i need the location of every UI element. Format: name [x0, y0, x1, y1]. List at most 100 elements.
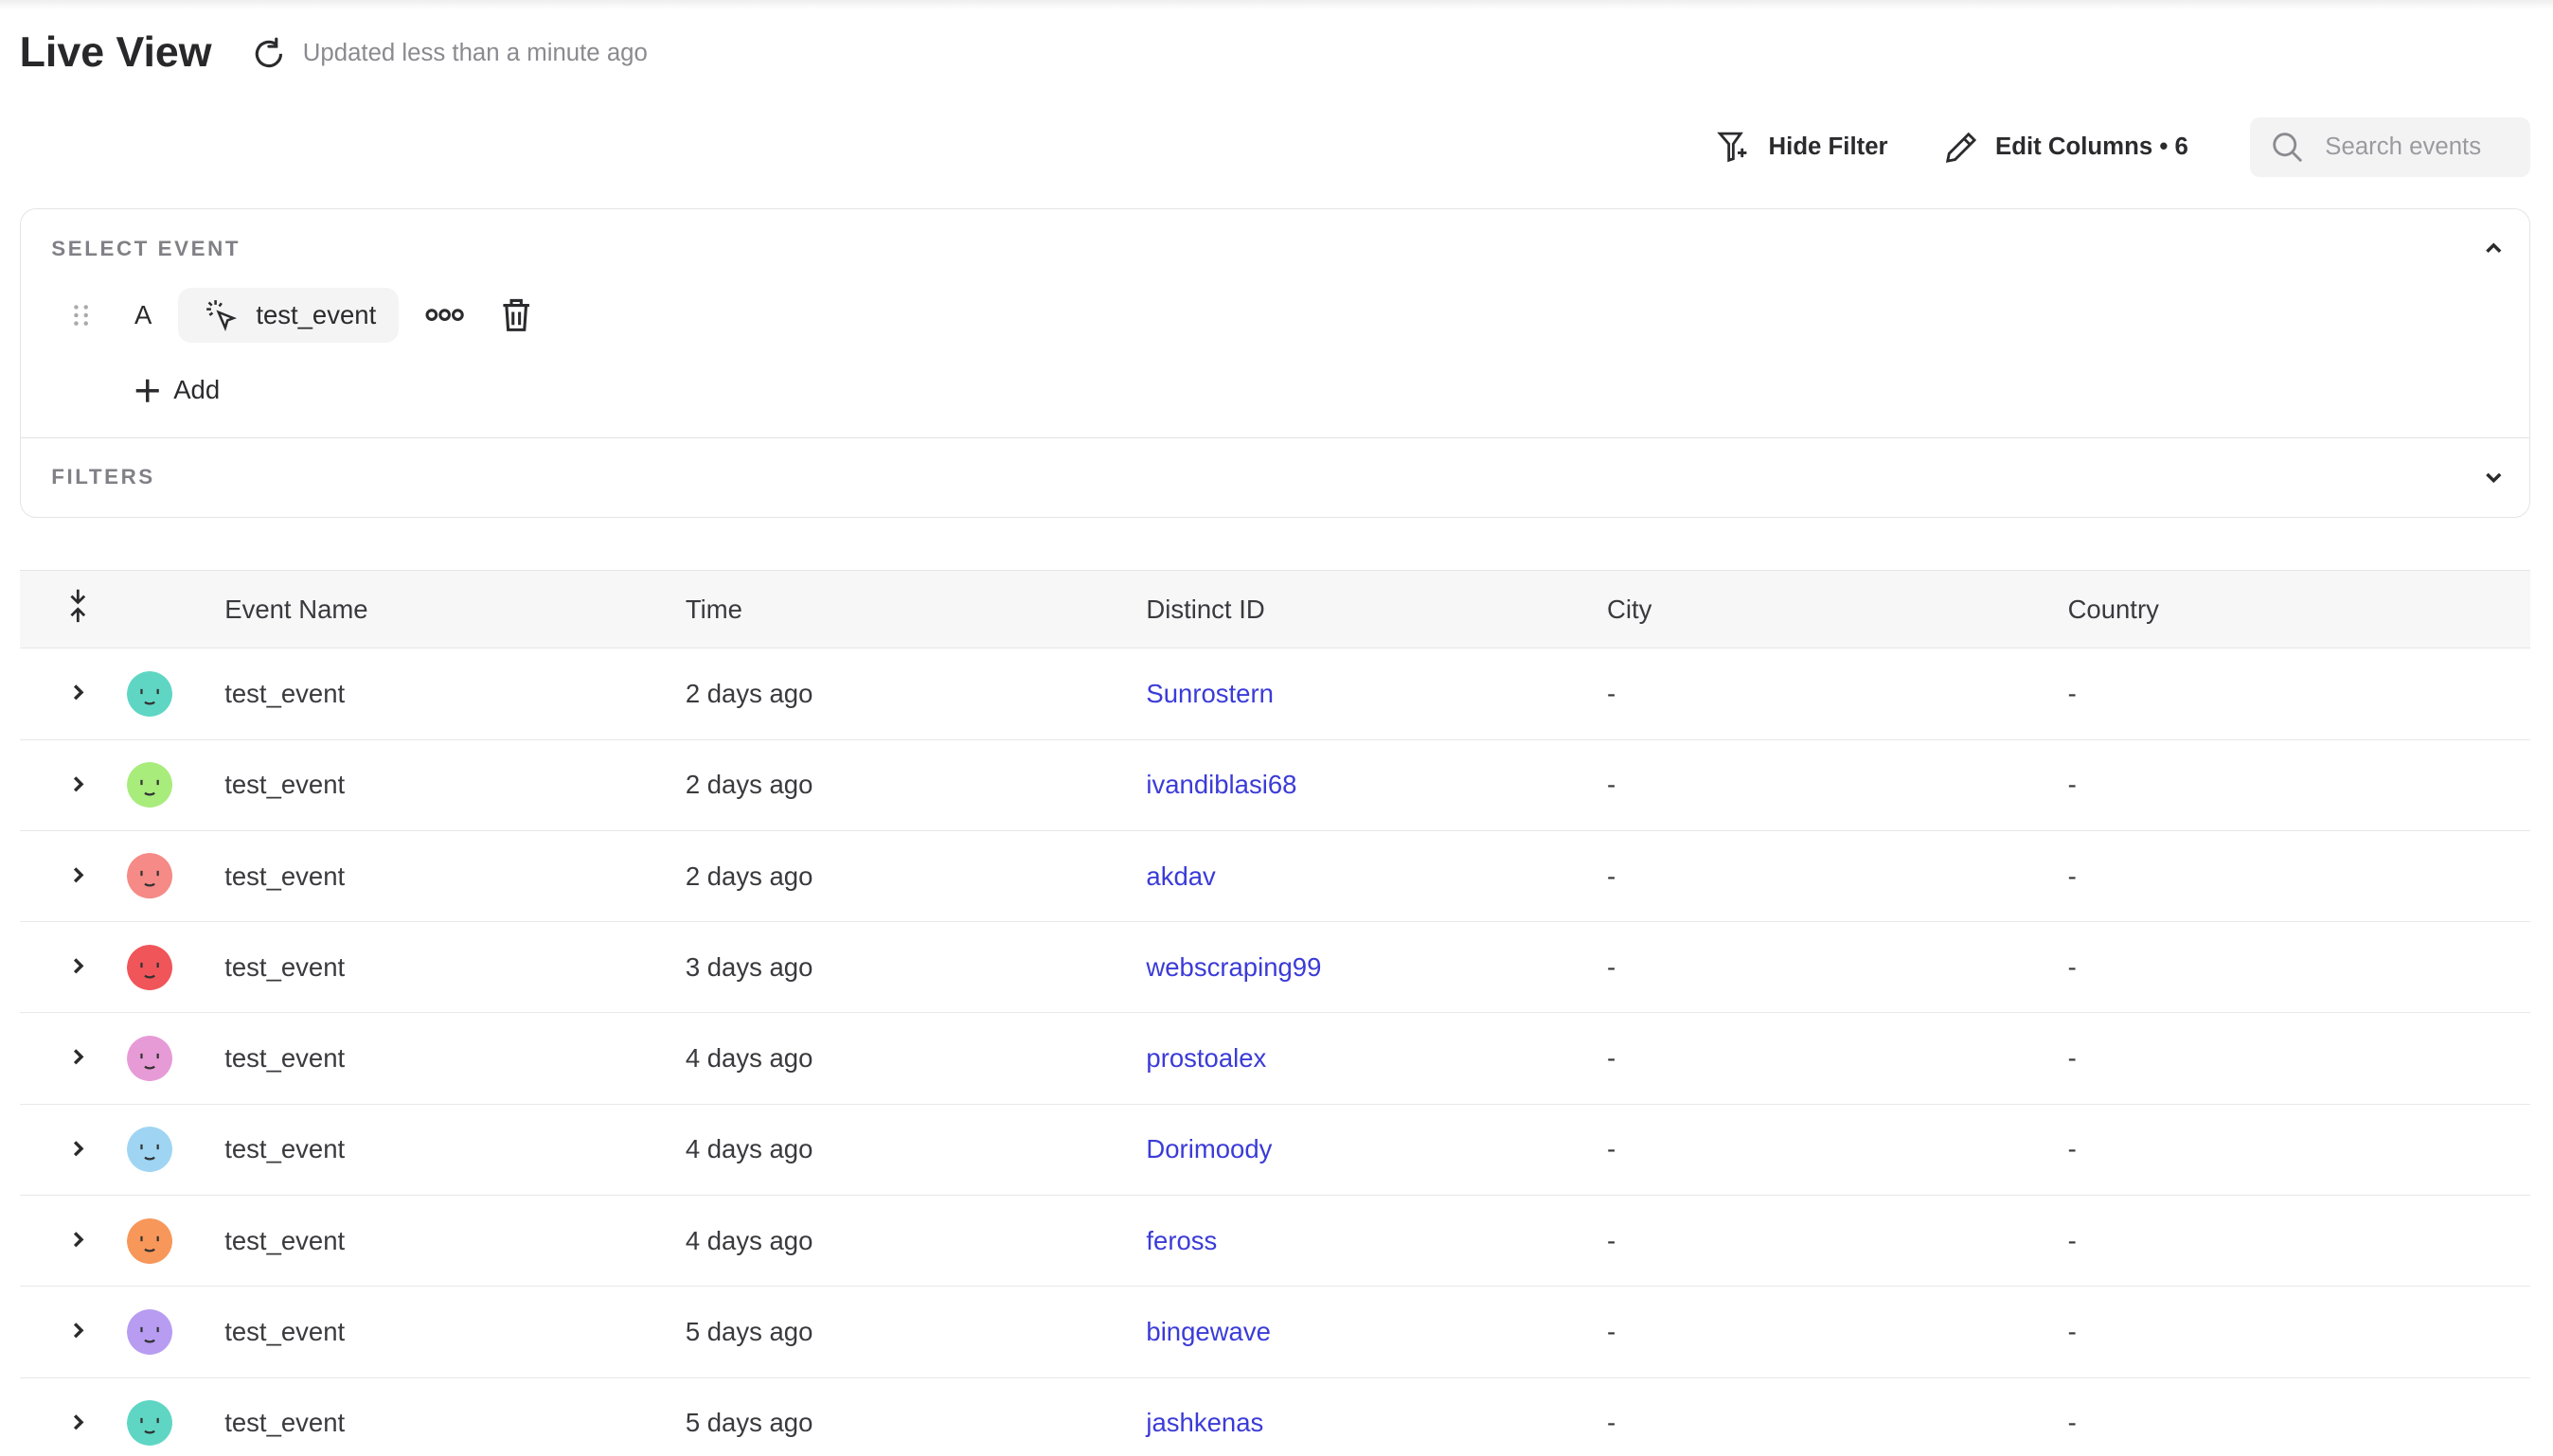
page-title: Live View	[19, 28, 212, 76]
col-event-name[interactable]: Event Name	[224, 594, 368, 624]
city-cell: -	[1606, 1408, 1616, 1438]
chevron-down-icon[interactable]	[2484, 468, 2504, 488]
trash-icon[interactable]	[500, 297, 532, 333]
table-row[interactable]: test_event 5 days ago jashkenas - -	[20, 1377, 2530, 1456]
avatar	[127, 762, 173, 808]
avatar	[127, 1127, 173, 1173]
events-table: Event Name Time Distinct ID City Country…	[19, 570, 2530, 1456]
event-name-cell: test_event	[224, 1408, 346, 1438]
update-status: Updated less than a minute ago	[251, 36, 648, 72]
event-name-cell: test_event	[224, 1316, 346, 1346]
avatar	[127, 670, 173, 717]
updated-text: Updated less than a minute ago	[302, 40, 648, 67]
expand-row-icon[interactable]	[70, 1047, 86, 1067]
avatar	[127, 1400, 173, 1447]
event-name-cell: test_event	[224, 861, 346, 891]
time-cell: 2 days ago	[685, 770, 813, 800]
city-cell: -	[1606, 1134, 1616, 1164]
table-row[interactable]: test_event 2 days ago akdav - -	[19, 830, 2530, 922]
chevron-up-icon[interactable]	[2484, 239, 2504, 258]
distinct-id-link[interactable]: ivandiblasi68	[1146, 770, 1297, 800]
more-options-icon[interactable]	[425, 307, 464, 323]
city-cell: -	[1606, 1043, 1616, 1074]
expand-row-icon[interactable]	[70, 683, 86, 702]
city-cell: -	[1606, 678, 1616, 708]
distinct-id-link[interactable]: jashkenas	[1146, 1408, 1264, 1438]
distinct-id-link[interactable]: feross	[1146, 1225, 1218, 1255]
table-row[interactable]: test_event 4 days ago feross - -	[19, 1195, 2530, 1287]
time-cell: 2 days ago	[685, 678, 813, 708]
country-cell: -	[2067, 1408, 2077, 1438]
distinct-id-link[interactable]: Dorimoody	[1146, 1134, 1273, 1164]
country-cell: -	[2067, 1316, 2077, 1346]
table-row[interactable]: test_event 2 days ago ivandiblasi68 - -	[19, 739, 2530, 831]
event-name-cell: test_event	[224, 1225, 346, 1255]
expand-row-icon[interactable]	[70, 1230, 86, 1250]
country-cell: -	[2067, 951, 2077, 982]
filter-icon	[1716, 133, 1746, 163]
cursor-click-icon	[206, 300, 238, 331]
city-cell: -	[1606, 770, 1616, 800]
table-row[interactable]: test_event 2 days ago Sunrostern - -	[19, 648, 2530, 740]
table-header: Event Name Time Distinct ID City Country	[19, 570, 2530, 648]
collapse-all-icon[interactable]	[68, 588, 88, 624]
time-cell: 2 days ago	[685, 861, 813, 891]
event-name-cell: test_event	[224, 1043, 346, 1074]
distinct-id-link[interactable]: Sunrostern	[1146, 678, 1274, 708]
col-distinct-id[interactable]: Distinct ID	[1146, 594, 1265, 624]
distinct-id-link[interactable]: prostoalex	[1146, 1043, 1267, 1074]
city-cell: -	[1606, 1316, 1616, 1346]
time-cell: 3 days ago	[685, 951, 813, 982]
event-letter: A	[134, 299, 152, 329]
expand-row-icon[interactable]	[70, 1139, 86, 1159]
time-cell: 4 days ago	[685, 1134, 813, 1164]
avatar	[127, 944, 173, 990]
search-input[interactable]	[2325, 133, 2505, 162]
event-name-cell: test_event	[224, 770, 346, 800]
table-row[interactable]: test_event 4 days ago prostoalex - -	[19, 1013, 2530, 1105]
refresh-icon[interactable]	[251, 36, 287, 72]
filters-label: FILTERS	[51, 465, 155, 489]
event-selector-panel: SELECT EVENT A test_event Add FILTERS	[19, 208, 2530, 518]
country-cell: -	[2067, 678, 2077, 708]
country-cell: -	[2067, 861, 2077, 891]
search-box[interactable]	[2250, 116, 2530, 178]
add-label: Add	[173, 375, 221, 405]
expand-row-icon[interactable]	[70, 1412, 86, 1432]
avatar	[127, 1217, 173, 1264]
time-cell: 4 days ago	[685, 1043, 813, 1074]
hide-filter-label: Hide Filter	[1768, 133, 1888, 161]
event-name-cell: test_event	[224, 678, 346, 708]
add-event-button[interactable]: Add	[134, 375, 220, 405]
distinct-id-link[interactable]: webscraping99	[1146, 951, 1322, 982]
expand-row-icon[interactable]	[70, 956, 86, 976]
country-cell: -	[2067, 1043, 2077, 1074]
expand-row-icon[interactable]	[70, 1321, 86, 1341]
event-row: A test_event	[73, 287, 533, 344]
country-cell: -	[2067, 1225, 2077, 1255]
country-cell: -	[2067, 1134, 2077, 1164]
drag-handle-icon[interactable]	[73, 304, 89, 327]
divider	[20, 436, 2529, 438]
distinct-id-link[interactable]: bingewave	[1146, 1316, 1271, 1346]
avatar	[127, 853, 173, 899]
time-cell: 5 days ago	[685, 1408, 813, 1438]
table-row[interactable]: test_event 5 days ago bingewave - -	[19, 1287, 2530, 1378]
event-chip[interactable]: test_event	[177, 287, 400, 344]
hide-filter-button[interactable]: Hide Filter	[1716, 131, 1888, 163]
col-time[interactable]: Time	[685, 594, 742, 624]
plus-icon	[135, 379, 159, 402]
table-row[interactable]: test_event 4 days ago Dorimoody - -	[19, 1104, 2530, 1196]
search-icon	[2273, 132, 2302, 162]
event-name: test_event	[256, 299, 377, 329]
city-cell: -	[1606, 1225, 1616, 1255]
edit-columns-label: Edit Columns • 6	[1995, 133, 2188, 161]
expand-row-icon[interactable]	[70, 774, 86, 794]
col-country[interactable]: Country	[2067, 594, 2159, 624]
col-city[interactable]: City	[1606, 594, 1652, 624]
distinct-id-link[interactable]: akdav	[1146, 861, 1216, 891]
table-row[interactable]: test_event 3 days ago webscraping99 - -	[19, 922, 2530, 1013]
edit-columns-button[interactable]: Edit Columns • 6	[1943, 130, 2188, 166]
expand-row-icon[interactable]	[70, 865, 86, 885]
